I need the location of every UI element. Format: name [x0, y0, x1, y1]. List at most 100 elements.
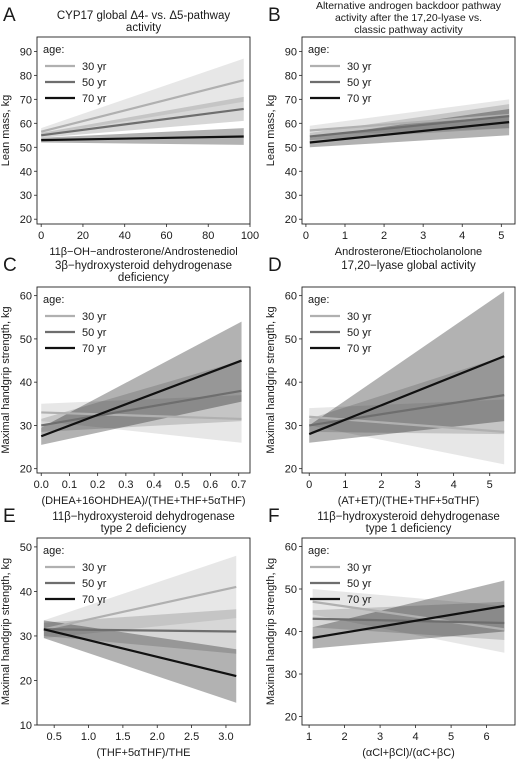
x-axis-label: (αCl+βCl)/(αC+βC): [362, 747, 455, 759]
x-tick-label: 0.3: [118, 479, 133, 491]
x-axis-label: (THF+5αTHF)/THE: [96, 747, 190, 759]
y-axis-label: Maximal handgrip strength, kg: [0, 558, 12, 705]
legend-title: age:: [308, 294, 329, 306]
series-line-30-yr: [309, 113, 510, 132]
x-tick-label: 1: [342, 230, 348, 242]
x-tick-label: 5: [498, 230, 504, 242]
panel-title: CYP17 global Δ4- vs. Δ5-pathway activity: [57, 10, 231, 34]
panel-letter: F: [268, 506, 280, 527]
y-tick-label: 20: [285, 214, 297, 226]
x-tick-label: 0.1: [62, 479, 77, 491]
age-legend: age: 30 yr 50 yr 70 yr: [43, 44, 107, 105]
x-tick-label: 2.5: [184, 731, 199, 743]
x-tick-label: 3: [414, 479, 420, 491]
y-tick-label: 90: [20, 46, 32, 58]
panel-title: 3β−hydroxysteroid dehydrogenase deficienc…: [55, 260, 232, 284]
x-tick-label: 3: [377, 731, 383, 743]
x-tick-label: 3.0: [218, 731, 233, 743]
x-tick-label: 0.4: [146, 479, 161, 491]
age-legend: age: 30 yr 50 yr 70 yr: [43, 294, 107, 355]
series-line-30-yr: [41, 411, 242, 421]
legend-title: age:: [43, 545, 64, 557]
age-legend: age: 30 yr 50 yr 70 yr: [308, 44, 372, 105]
panel-letter: C: [3, 255, 17, 276]
series-line-70-yr: [43, 628, 237, 678]
y-tick-label: 10: [20, 720, 32, 732]
x-tick-label: 100: [241, 230, 259, 242]
y-tick-label: 30: [20, 631, 32, 643]
legend-label: 30 yr: [82, 562, 107, 574]
x-tick-label: 1: [342, 479, 348, 491]
y-tick-label: 50: [20, 542, 32, 554]
age-legend: age: 30 yr 50 yr 70 yr: [43, 545, 107, 606]
series-line-70-yr: [312, 604, 505, 639]
legend-title: age:: [308, 545, 329, 557]
y-tick-label: 60: [20, 291, 32, 303]
panel-letter: B: [268, 5, 281, 26]
x-tick-label: 0.7: [231, 479, 246, 491]
legend-label: 50 yr: [82, 578, 107, 590]
confidence-band-50-yr: [41, 96, 244, 138]
y-tick-label: 40: [285, 166, 297, 178]
series-line-50-yr: [41, 107, 244, 137]
x-tick-label: 2: [342, 731, 348, 743]
series-line-70-yr: [308, 355, 505, 436]
y-tick-label: 20: [20, 214, 32, 226]
y-tick-label: 20: [20, 675, 32, 687]
plot-frame: [36, 286, 251, 474]
y-tick-label: 50: [285, 584, 297, 596]
x-tick-label: 1.0: [81, 731, 96, 743]
y-tick-label: 50: [20, 142, 32, 154]
confidence-band-70-yr: [309, 291, 505, 443]
y-tick-label: 60: [285, 118, 297, 130]
y-tick-label: 80: [285, 70, 297, 82]
x-tick-label: 0: [303, 230, 309, 242]
y-tick-label: 40: [285, 377, 297, 389]
legend-label: 70 yr: [347, 594, 372, 606]
panel-f: 20 30 40 50 60 1 2 3 4 5 6 (αCl+βCl)/(αC+βC) Maximal…: [265, 506, 516, 759]
series-line-30-yr: [40, 79, 245, 133]
x-axis-label: 11β−OH−androsterone/Androstenediol: [49, 246, 237, 258]
legend-title: age:: [308, 44, 329, 56]
x-tick-label: 80: [202, 230, 214, 242]
x-axis-label: (DHEA+16OHDHEA)/(THE+THF+5αTHF): [41, 495, 245, 507]
x-tick-label: 40: [119, 230, 131, 242]
series-line-50-yr: [43, 628, 237, 633]
legend-label: 30 yr: [347, 61, 372, 73]
y-tick-label: 30: [285, 669, 297, 681]
legend-label: 50 yr: [347, 327, 372, 339]
x-tick-label: 4: [413, 731, 419, 743]
legend-label: 50 yr: [347, 578, 372, 590]
legend-label: 70 yr: [347, 343, 372, 355]
series-line-30-yr: [312, 600, 505, 631]
x-tick-label: 0.6: [203, 479, 218, 491]
y-tick-label: 80: [20, 70, 32, 82]
legend-label: 50 yr: [82, 327, 107, 339]
x-axis-label: Androsterone/Etiocholanolone: [335, 246, 482, 258]
panel-b: 20 30 40 50 60 70 80 90 0 1 2 3 4 5 Androsterone/Etioc…: [265, 0, 516, 258]
age-legend: age: 30 yr 50 yr 70 yr: [308, 294, 372, 355]
x-tick-label: 2: [378, 479, 384, 491]
x-tick-label: 60: [160, 230, 172, 242]
y-tick-label: 20: [285, 712, 297, 724]
panel-a: 20 30 40 50 60 70 80 90 0 20 40 60 80 100 11β−OH−andro…: [0, 5, 259, 258]
panel-title: 17,20−lyase global activity: [341, 260, 476, 272]
series-line-70-yr: [309, 121, 510, 144]
age-legend: age: 30 yr 50 yr 70 yr: [308, 545, 372, 606]
y-axis-label: Lean mass, kg: [265, 95, 277, 167]
legend-label: 70 yr: [82, 343, 107, 355]
y-tick-label: 60: [285, 542, 297, 554]
panel-title: Alternative androgen backdoor pathway act…: [316, 0, 502, 36]
y-axis-label: Maximal handgrip strength, kg: [265, 306, 277, 453]
legend-title: age:: [43, 44, 64, 56]
x-tick-label: 6: [484, 731, 490, 743]
series-line-70-yr: [41, 135, 244, 142]
confidence-band-30-yr: [41, 395, 242, 443]
panel-letter: D: [268, 255, 282, 276]
x-tick-label: 3: [420, 230, 426, 242]
plot-frame: [301, 286, 516, 474]
y-tick-label: 60: [285, 291, 297, 303]
x-tick-label: 0.5: [47, 731, 62, 743]
x-tick-label: 1.5: [115, 731, 130, 743]
